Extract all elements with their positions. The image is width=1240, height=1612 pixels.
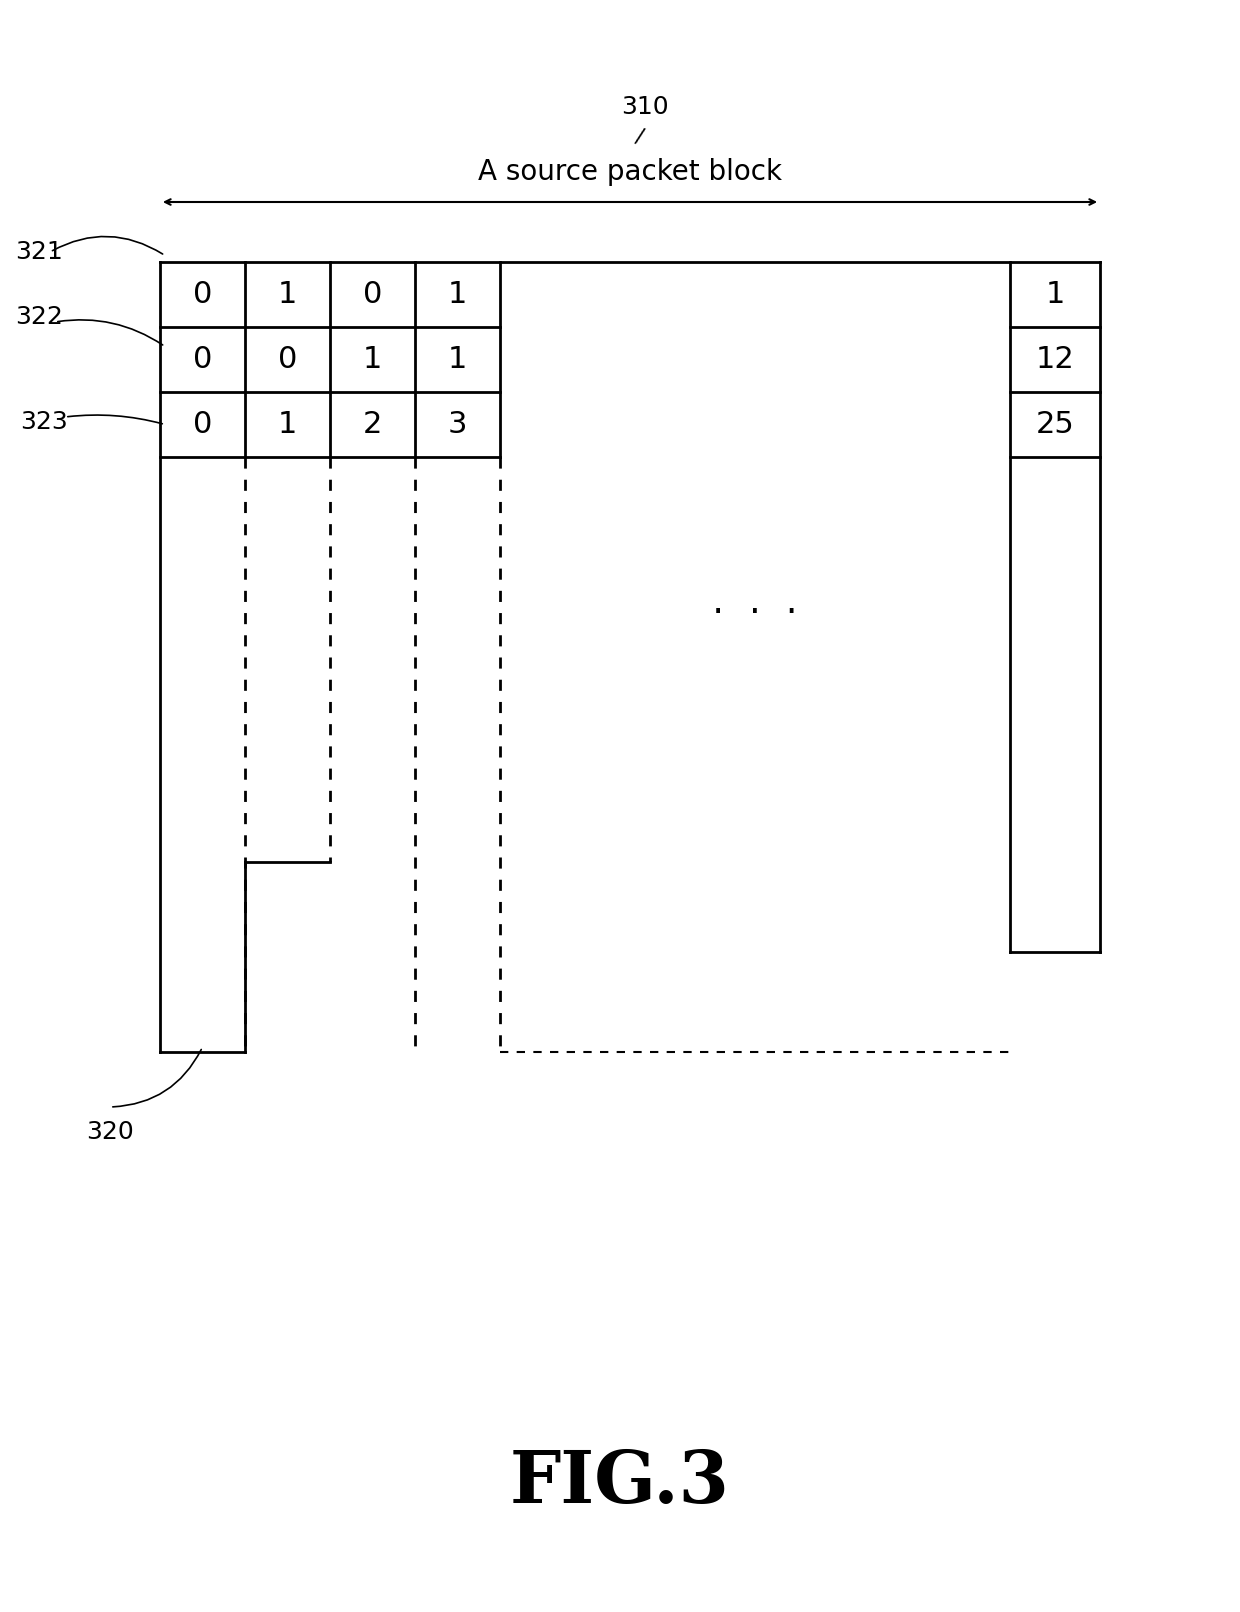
Text: 2: 2	[363, 409, 382, 438]
Text: 12: 12	[1035, 345, 1074, 374]
Text: 1: 1	[278, 280, 298, 310]
Text: 0: 0	[192, 280, 212, 310]
Text: . . .: . . .	[709, 590, 801, 619]
Text: 0: 0	[363, 280, 382, 310]
Text: 310: 310	[621, 95, 668, 119]
Text: FIG.3: FIG.3	[510, 1446, 730, 1517]
Text: 0: 0	[192, 409, 212, 438]
Text: 1: 1	[363, 345, 382, 374]
Text: 323: 323	[20, 409, 68, 434]
Text: 0: 0	[278, 345, 298, 374]
Text: /: /	[634, 126, 646, 148]
Text: 25: 25	[1035, 409, 1074, 438]
Text: 322: 322	[15, 305, 63, 329]
Text: 1: 1	[278, 409, 298, 438]
Text: 320: 320	[86, 1120, 134, 1145]
Text: 3: 3	[448, 409, 467, 438]
Text: 0: 0	[192, 345, 212, 374]
Text: 1: 1	[448, 280, 467, 310]
Text: 1: 1	[448, 345, 467, 374]
Text: 1: 1	[1045, 280, 1065, 310]
Text: 321: 321	[15, 240, 63, 264]
Text: A source packet block: A source packet block	[477, 158, 782, 185]
